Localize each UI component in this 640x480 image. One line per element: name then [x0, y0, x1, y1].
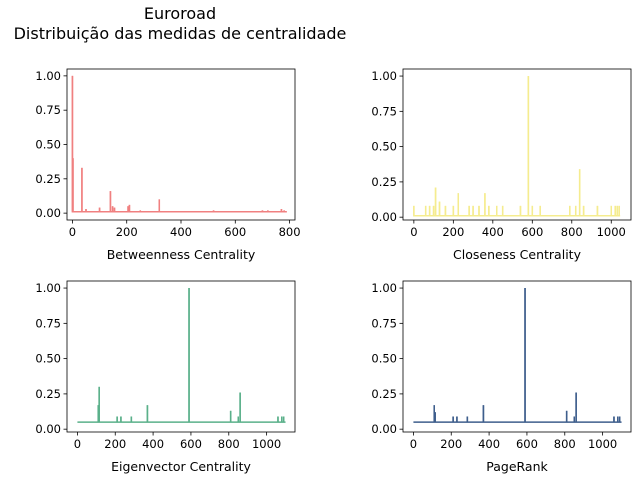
y-tick-label: 0.00: [35, 422, 61, 436]
y-tick-label: 0.00: [371, 210, 397, 224]
series-line: [413, 76, 621, 217]
y-tick-label: 0.50: [35, 138, 61, 152]
y-tick-label: 0.00: [371, 422, 397, 436]
x-tick-label: 0: [74, 437, 81, 451]
x-tick-label: 200: [104, 437, 126, 451]
x-tick-label: 0: [410, 437, 417, 451]
x-tick-label: 600: [224, 225, 246, 239]
x-tick-label: 400: [482, 225, 504, 239]
x-tick-label: 400: [142, 437, 164, 451]
y-tick-label: 0.50: [371, 352, 397, 366]
x-axis-label: Eigenvector Centrality: [111, 459, 251, 474]
figure-subtitle: Distribuição das medidas de centralidade: [13, 24, 347, 43]
y-tick-label: 0.75: [35, 103, 61, 117]
x-tick-label: 800: [561, 225, 583, 239]
x-tick-label: 800: [554, 437, 576, 451]
y-tick-label: 0.75: [371, 316, 397, 330]
y-tick-label: 0.25: [371, 387, 397, 401]
axes-frame: [402, 280, 632, 433]
series-line: [413, 288, 622, 423]
x-tick-label: 0: [69, 225, 76, 239]
x-tick-label: 1000: [597, 225, 626, 239]
x-tick-label: 200: [440, 437, 462, 451]
y-tick-label: 0.25: [371, 175, 397, 189]
x-tick-label: 600: [521, 225, 543, 239]
axes-frame: [402, 68, 632, 221]
y-tick-label: 1.00: [35, 69, 61, 83]
x-tick-label: 400: [170, 225, 192, 239]
x-tick-label: 1000: [588, 437, 617, 451]
chart-panel-3: 0 200 400 600 800 1000 0.00 0.25 0.50 0.75 1.00 Eig…: [35, 280, 296, 474]
y-tick-label: 0.25: [35, 172, 61, 186]
y-tick-label: 0.75: [371, 104, 397, 118]
figure-title: Euroroad: [143, 4, 217, 23]
axes-frame: [66, 280, 296, 433]
y-tick-label: 1.00: [371, 281, 397, 295]
chart-panel-4: 0 200 400 600 800 1000 0.00 0.25 0.50 0.75 1.00 Pag…: [371, 280, 632, 474]
y-tick-label: 1.00: [371, 69, 397, 83]
x-tick-label: 200: [442, 225, 464, 239]
y-tick-label: 0.00: [35, 206, 61, 220]
series-line: [77, 288, 286, 423]
series-line: [71, 75, 287, 213]
y-tick-label: 0.25: [35, 387, 61, 401]
y-tick-label: 0.75: [35, 316, 61, 330]
x-tick-label: 800: [218, 437, 240, 451]
x-tick-label: 800: [279, 225, 301, 239]
chart-panel-1: 0 200 400 600 800 0.00 0.25 0.50 0.75 1.00 Between…: [35, 68, 301, 262]
y-tick-label: 0.50: [35, 352, 61, 366]
x-tick-label: 200: [116, 225, 138, 239]
x-tick-label: 600: [516, 437, 538, 451]
x-axis-label: Betweenness Centrality: [107, 247, 256, 262]
x-tick-label: 0: [410, 225, 417, 239]
axes-frame: [66, 68, 296, 221]
x-axis-label: PageRank: [486, 459, 548, 474]
x-tick-label: 400: [478, 437, 500, 451]
y-tick-label: 0.50: [371, 140, 397, 154]
x-axis-label: Closeness Centrality: [453, 247, 582, 262]
x-tick-label: 600: [180, 437, 202, 451]
chart-panel-2: 0 200 400 600 800 1000 0.00 0.25 0.50 0.75 1.00 Clo…: [371, 68, 632, 262]
y-tick-label: 1.00: [35, 281, 61, 295]
x-tick-label: 1000: [252, 437, 281, 451]
